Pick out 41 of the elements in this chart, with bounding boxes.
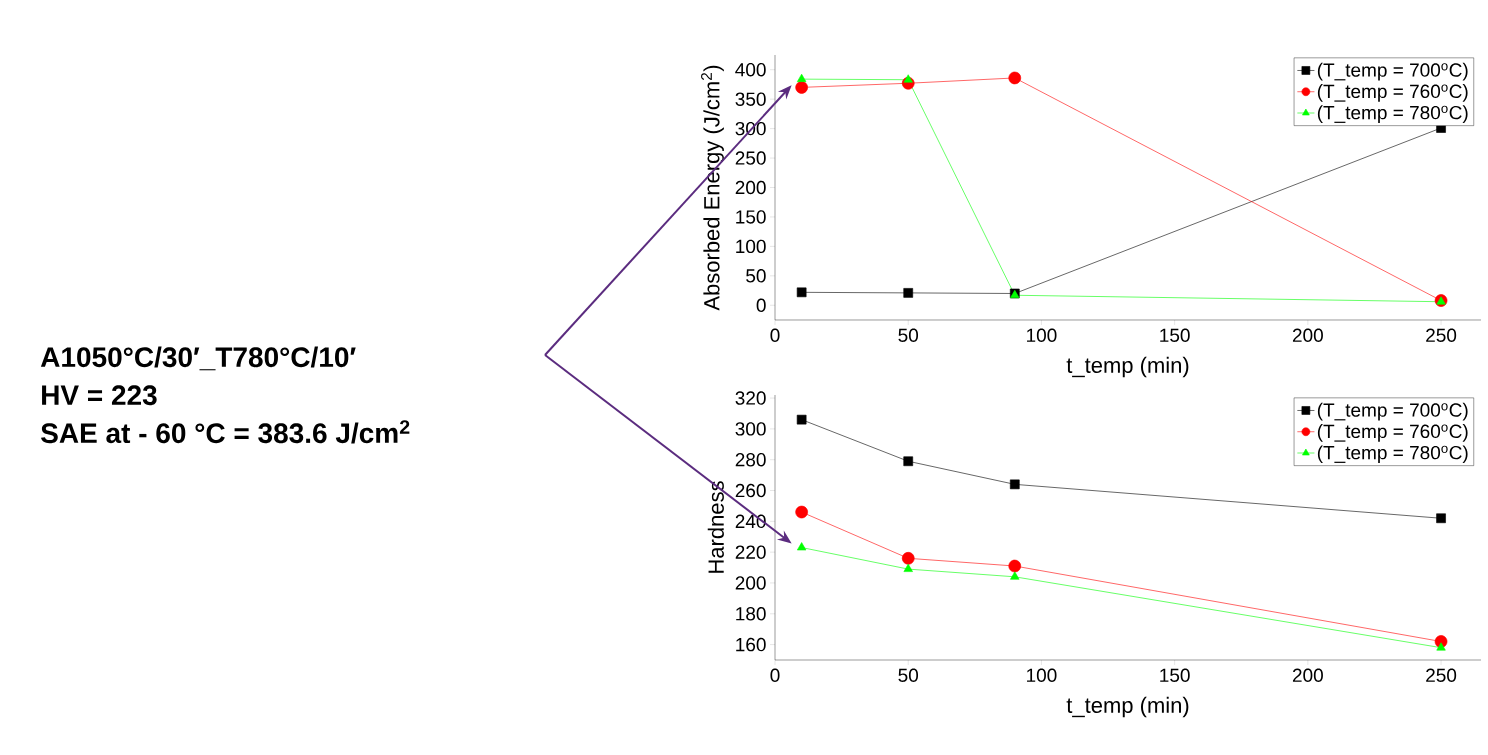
y-axis-title: Absorbed Energy (J/cm$^{2}$) [701, 65, 724, 311]
y-tick-label: 250 [735, 151, 766, 165]
text: A1050°C/30′_T780°C/10′ [40, 346, 356, 371]
y-tick-label: 300 [735, 422, 766, 436]
y-axis-title: Hardness [707, 481, 724, 573]
legend-label: (T_temp = 760$^{o}$C) [1317, 424, 1468, 442]
y-tick-label: 400 [735, 62, 766, 77]
text: SAE at - 60 °C = 383.6 J/cm$^{2}$ [41, 420, 410, 444]
x-tick-label: 100 [1027, 328, 1057, 342]
y-tick-label: 50 [746, 269, 766, 283]
y-tick-label: 280 [735, 452, 766, 467]
y-tick-label: 0 [756, 298, 766, 312]
x-tick-label: 100 [1027, 668, 1057, 682]
legend-label: (T_temp = 700$^{o}$C) [1317, 402, 1468, 421]
x-tick-label: 200 [1292, 668, 1323, 682]
x-tick-label: 0 [770, 328, 780, 342]
y-tick-label: 320 [735, 391, 766, 405]
x-tick-label: 50 [898, 668, 919, 682]
legend-label: (T_temp = 780$^{o}$C) [1317, 445, 1468, 464]
y-tick-label: 200 [735, 576, 766, 590]
x-tick-label: 0 [770, 668, 780, 682]
x-tick-label: 250 [1426, 328, 1457, 342]
y-tick-label: 150 [736, 210, 766, 224]
x-tick-label: 50 [898, 328, 919, 342]
y-tick-label: 220 [735, 545, 766, 559]
x-tick-label: 150 [1160, 328, 1190, 342]
text: HV = 223 [42, 385, 157, 406]
legend-label: (T_temp = 700$^{o}$C) [1317, 62, 1468, 81]
y-tick-label: 200 [735, 180, 766, 195]
y-tick-label: 100 [736, 239, 766, 254]
x-axis-title: t_temp (min) [1066, 696, 1189, 718]
x-tick-label: 150 [1160, 668, 1190, 682]
y-tick-label: 350 [735, 92, 766, 106]
y-tick-label: 260 [735, 483, 766, 498]
x-tick-label: 200 [1292, 328, 1323, 342]
legend-label: (T_temp = 760$^{o}$C) [1317, 84, 1468, 102]
y-tick-label: 180 [736, 607, 766, 621]
y-tick-label: 160 [736, 637, 766, 652]
legend-label: (T_temp = 780$^{o}$C) [1317, 105, 1468, 124]
x-axis-title: t_temp (min) [1066, 356, 1189, 378]
x-tick-label: 250 [1426, 668, 1457, 682]
